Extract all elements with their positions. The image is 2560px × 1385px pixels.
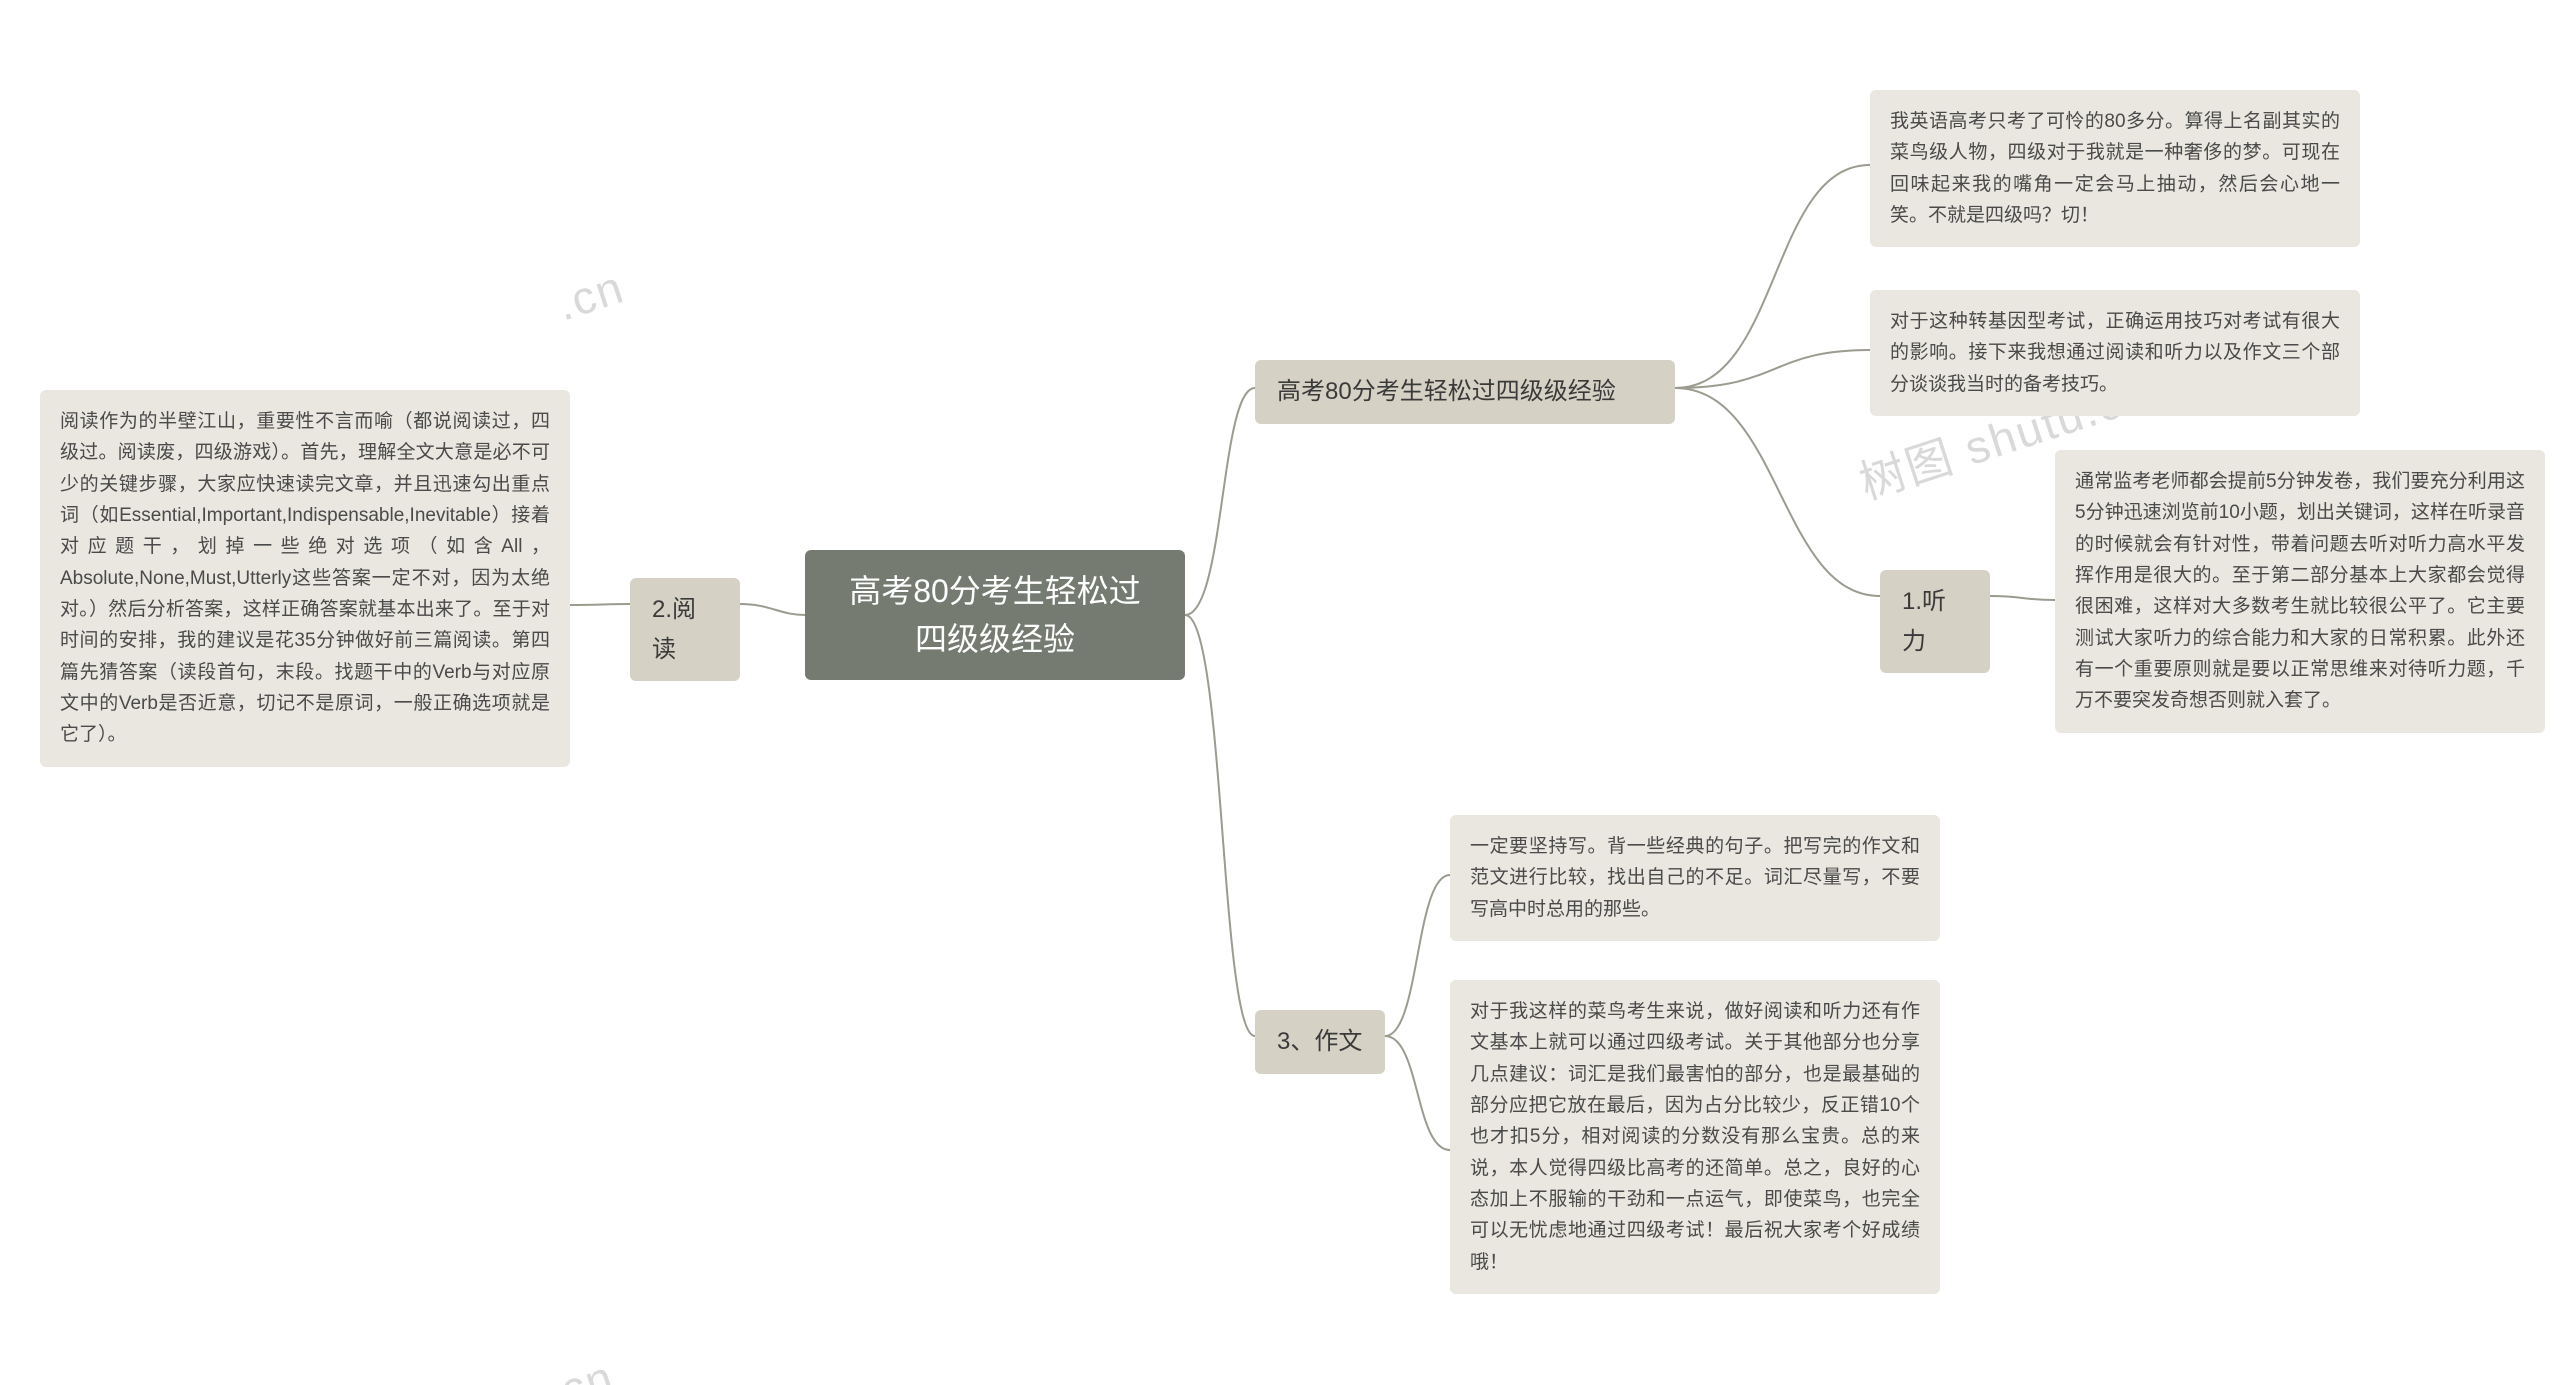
leaf-reading-detail[interactable]: 阅读作为的半壁江山，重要性不言而喻（都说阅读过，四级过。阅读废，四级游戏）。首先…	[40, 390, 570, 767]
root-node[interactable]: 高考80分考生轻松过四级级经验	[805, 550, 1185, 680]
branch-experience[interactable]: 高考80分考生轻松过四级级经验	[1255, 360, 1675, 424]
branch-writing[interactable]: 3、作文	[1255, 1010, 1385, 1074]
leaf-writing-tip2[interactable]: 对于我这样的菜鸟考生来说，做好阅读和听力还有作文基本上就可以通过四级考试。关于其…	[1450, 980, 1940, 1294]
branch-reading[interactable]: 2.阅读	[630, 578, 740, 681]
mindmap-canvas: .cn 树图 shutu.cn .cn 高考80分考生轻松过四级级经验 2.阅读…	[0, 0, 2560, 1385]
branch-listening[interactable]: 1.听力	[1880, 570, 1990, 673]
leaf-exp-intro[interactable]: 我英语高考只考了可怜的80多分。算得上名副其实的菜鸟级人物，四级对于我就是一种奢…	[1870, 90, 2360, 247]
leaf-writing-tip1[interactable]: 一定要坚持写。背一些经典的句子。把写完的作文和范文进行比较，找出自己的不足。词汇…	[1450, 815, 1940, 941]
leaf-exp-tips[interactable]: 对于这种转基因型考试，正确运用技巧对考试有很大的影响。接下来我想通过阅读和听力以…	[1870, 290, 2360, 416]
watermark: .cn	[540, 1349, 621, 1385]
watermark: .cn	[550, 259, 631, 331]
leaf-listening-detail[interactable]: 通常监考老师都会提前5分钟发卷，我们要充分利用这5分钟迅速浏览前10小题，划出关…	[2055, 450, 2545, 733]
